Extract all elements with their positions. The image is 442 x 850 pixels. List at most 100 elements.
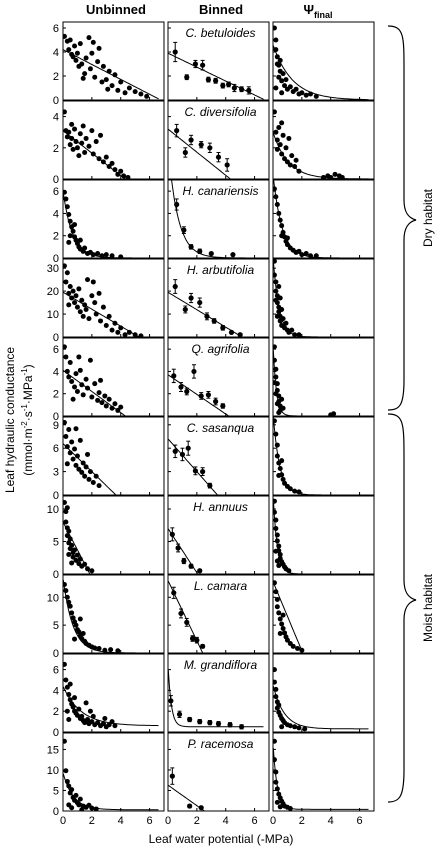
data-point xyxy=(237,332,243,337)
data-point xyxy=(194,637,200,643)
panel-frame xyxy=(62,258,165,338)
data-point xyxy=(224,162,230,168)
panel-psi-final-6 xyxy=(272,416,375,496)
data-point xyxy=(289,327,295,333)
data-point xyxy=(192,468,199,474)
data-point xyxy=(276,125,282,131)
y-tick-label: 5 xyxy=(53,785,59,797)
data-point xyxy=(197,719,203,725)
data-point xyxy=(96,156,102,162)
data-point xyxy=(284,235,290,241)
column-title-psi-final: Ψfinal xyxy=(303,2,332,20)
data-point xyxy=(282,83,288,89)
data-point xyxy=(96,290,102,296)
data-point xyxy=(63,33,67,39)
data-point xyxy=(181,227,187,233)
data-point xyxy=(279,306,285,312)
data-point xyxy=(64,134,70,140)
data-point xyxy=(69,121,75,127)
panel-frame xyxy=(167,732,270,812)
data-point xyxy=(296,725,302,731)
data-point xyxy=(238,86,245,92)
y-tick-label: 5 xyxy=(53,620,59,632)
data-point xyxy=(273,431,279,437)
data-point xyxy=(339,174,345,179)
data-point xyxy=(85,451,91,457)
data-point xyxy=(273,109,277,115)
data-point xyxy=(72,43,78,49)
data-point xyxy=(213,398,219,405)
data-point xyxy=(79,140,85,146)
data-point xyxy=(80,313,86,319)
data-point xyxy=(178,384,184,390)
data-point xyxy=(82,149,88,155)
data-point xyxy=(293,86,299,92)
data-point xyxy=(79,61,85,67)
data-point xyxy=(198,142,204,148)
y-tick-label: 0 xyxy=(53,253,59,265)
data-point xyxy=(63,581,67,587)
data-point xyxy=(284,242,290,248)
data-point xyxy=(293,157,299,163)
data-point xyxy=(273,85,279,91)
data-point xyxy=(73,792,79,798)
data-point xyxy=(109,405,115,411)
data-point xyxy=(220,83,226,89)
data-point xyxy=(72,547,78,553)
data-point xyxy=(67,681,73,687)
data-point xyxy=(66,374,72,380)
plot-area xyxy=(63,419,117,495)
data-point xyxy=(80,75,86,81)
data-point xyxy=(198,805,204,811)
dry-habitat-brace xyxy=(387,25,417,411)
data-point xyxy=(290,643,296,649)
fit-curve xyxy=(273,748,369,810)
data-point xyxy=(63,519,69,525)
data-point xyxy=(280,132,286,138)
data-point xyxy=(77,796,83,802)
panel-binned-8: L. camara xyxy=(167,574,270,654)
y-tick-label: 30 xyxy=(47,263,59,275)
panel-psi-final-5 xyxy=(272,337,375,417)
x-tick-label: 2 xyxy=(89,815,95,827)
fit-curve xyxy=(168,128,232,179)
plot-area xyxy=(63,579,159,653)
data-point xyxy=(308,253,314,258)
data-point xyxy=(86,476,92,482)
data-point xyxy=(138,333,144,337)
data-point xyxy=(66,129,72,135)
data-point xyxy=(74,145,80,151)
data-point xyxy=(279,233,285,239)
panel-frame xyxy=(272,21,375,101)
data-point xyxy=(93,806,99,811)
data-point xyxy=(76,706,82,712)
data-point xyxy=(296,248,302,254)
data-point xyxy=(228,329,235,336)
data-point xyxy=(63,500,67,505)
data-point xyxy=(69,295,75,301)
data-point xyxy=(92,300,98,306)
data-point xyxy=(292,724,298,730)
data-point xyxy=(64,270,70,276)
data-point xyxy=(332,171,338,177)
data-point xyxy=(64,708,70,714)
data-point xyxy=(69,439,75,445)
y-tick-label: 15 xyxy=(47,744,59,756)
fit-curve xyxy=(273,498,369,574)
data-point xyxy=(77,237,83,243)
data-point xyxy=(121,173,127,179)
data-point xyxy=(296,489,302,495)
data-point xyxy=(77,367,83,373)
data-point xyxy=(83,135,89,141)
data-point xyxy=(90,151,96,157)
data-point xyxy=(115,407,121,413)
panel-binned-3: H. canariensis xyxy=(167,179,270,259)
data-point xyxy=(72,300,78,306)
data-point xyxy=(274,313,280,319)
data-point xyxy=(76,354,82,360)
plot-area xyxy=(273,25,369,100)
data-point xyxy=(63,661,67,667)
data-point xyxy=(215,154,222,160)
data-point xyxy=(188,295,194,301)
data-point xyxy=(92,381,98,387)
